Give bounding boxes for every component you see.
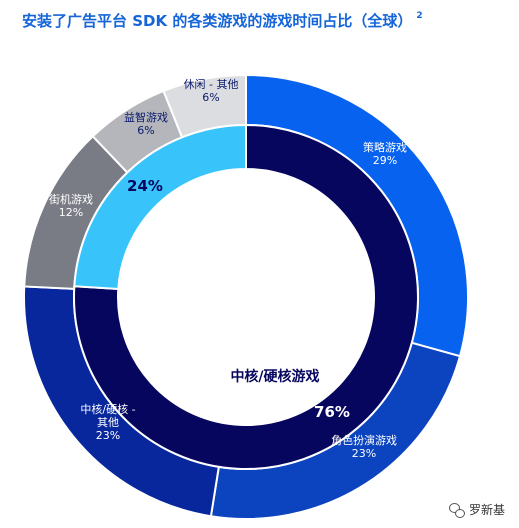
inner-category-label-1: 休闲游戏 [166,215,223,232]
outer-category-label-3: 街机游戏 [49,192,93,206]
watermark-text: 罗新基 [468,503,505,517]
outer-value-label-5: 6% [202,91,219,104]
chart-title-text: 安装了广告平台 SDK 的各类游戏的游戏时间占比（全球） [22,12,413,30]
outer-category-label-1: 角色扮演游戏 [331,433,397,447]
watermark: 罗新基 [448,501,505,518]
outer-category-label-5: 休闲 - 其他 [184,77,239,91]
inner-value-label-0: 76% [314,403,350,421]
inner-category-label-0: 中核/硬核游戏 [230,368,319,385]
outer-category-label-0: 策略游戏 [363,140,407,154]
wechat-icon [448,502,465,518]
outer-value-label-1: 23% [352,447,376,460]
footnote-marker: 2 [416,11,423,21]
outer-category-label-4: 益智游戏 [124,110,168,124]
inner-value-label-1: 24% [127,177,163,195]
chart-title: 安装了广告平台 SDK 的各类游戏的游戏时间占比（全球） 2 [22,10,423,31]
outer-value-label-2: 23% [96,429,120,442]
inner-slice-0 [73,123,419,470]
outer-category-label-2: 中核/硬核 -其他 [80,402,135,429]
outer-value-label-3: 12% [59,206,83,219]
outer-value-label-4: 6% [137,124,154,137]
outer-value-label-0: 29% [373,154,397,167]
inner-slice-1 [73,123,247,291]
outer-label-5: 休闲 - 其他6% [184,77,239,104]
